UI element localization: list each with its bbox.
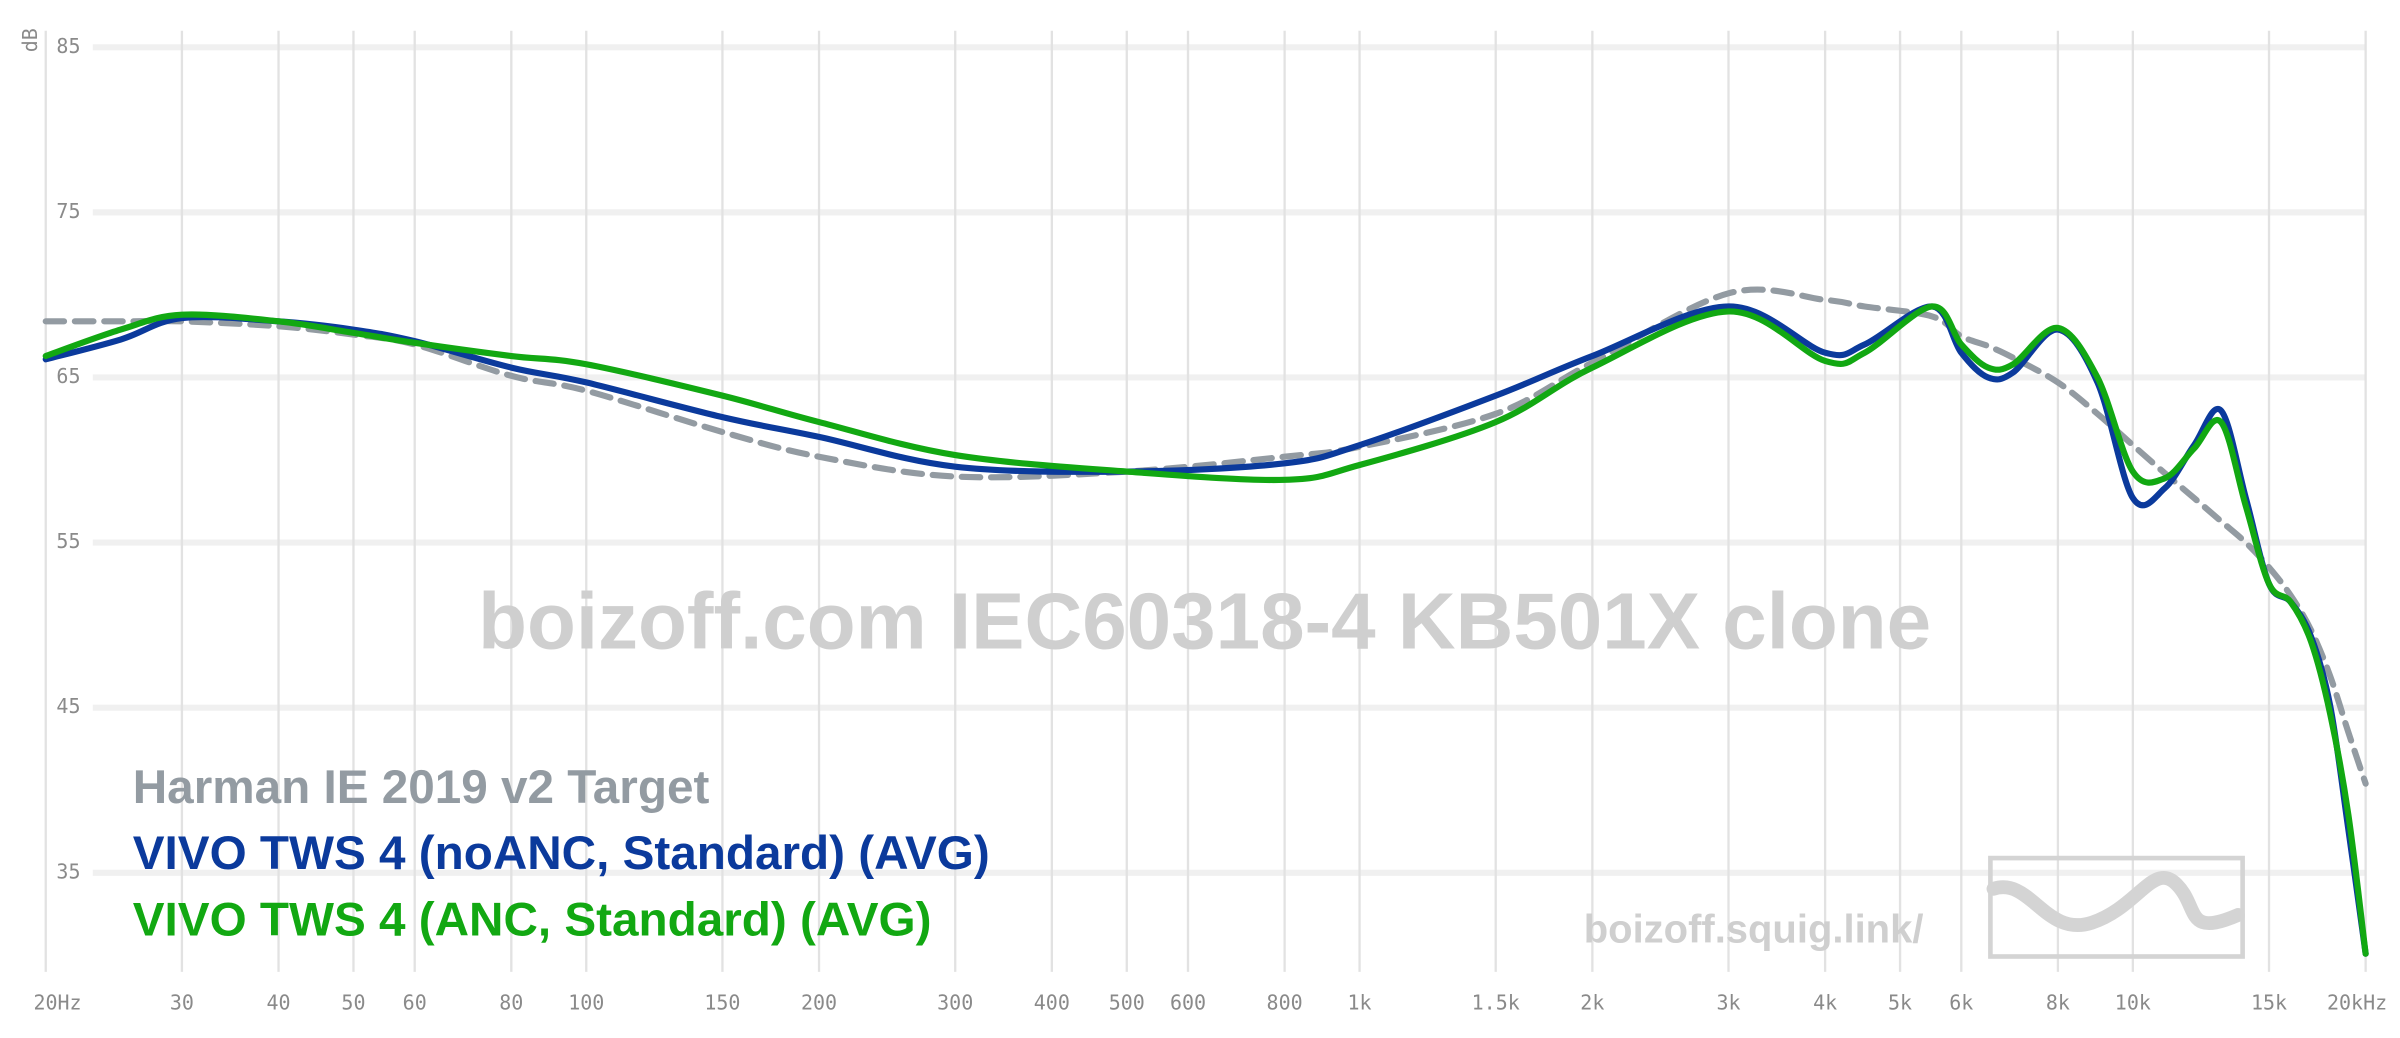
x-tick-label: 15k (2251, 991, 2287, 1015)
curves (42, 286, 2369, 957)
y-tick-label: 45 (56, 694, 80, 718)
x-tick-label: 20kHz (2327, 991, 2387, 1015)
x-tick-label: 30 (170, 991, 194, 1015)
watermark-title: boizoff.com IEC60318-4 KB501X clone (478, 577, 1931, 666)
x-tick-label: 5k (1888, 991, 1912, 1015)
x-tick-label: 6k (1949, 991, 1973, 1015)
y-tick-label: 85 (56, 34, 80, 58)
x-tick-label: 80 (499, 991, 523, 1015)
x-tick-label: 200 (801, 991, 837, 1015)
logo (1986, 855, 2245, 959)
x-tick-label: 20Hz (33, 991, 81, 1015)
x-tick-label: 40 (266, 991, 290, 1015)
x-tick-label: 60 (403, 991, 427, 1015)
y-tick-label: 35 (56, 859, 80, 883)
x-tick-label: 500 (1109, 991, 1145, 1015)
y-tick-label: 55 (56, 529, 80, 553)
x-tick-label: 600 (1170, 991, 1206, 1015)
x-tick-label: 2k (1580, 991, 1604, 1015)
logo-box (1988, 855, 2245, 959)
legend-entry: Harman IE 2019 v2 Target (133, 761, 710, 814)
series-line (42, 286, 2369, 787)
x-tick-label: 300 (937, 991, 973, 1015)
legend-entry: VIVO TWS 4 (ANC, Standard) (AVG) (133, 893, 932, 946)
x-tick-label: 4k (1813, 991, 1837, 1015)
series-line (42, 303, 2369, 957)
x-tick-label: 50 (341, 991, 365, 1015)
x-tick-label: 100 (568, 991, 604, 1015)
x-tick-label: 3k (1716, 991, 1740, 1015)
x-tick-label: 10k (2115, 991, 2151, 1015)
x-tick-label: 400 (1034, 991, 1070, 1015)
logo-wave (1986, 871, 2245, 932)
legend: Harman IE 2019 v2 Target VIVO TWS 4 (noAN… (133, 761, 990, 946)
x-tick-label: 150 (704, 991, 740, 1015)
y-tick-label: 75 (56, 199, 80, 223)
x-tick-label: 800 (1267, 991, 1303, 1015)
grid: 35 45 55 65 75 85 20Hz 30 40 50 60 80 100 150 200 300 40… (33, 30, 2387, 1015)
legend-entry: VIVO TWS 4 (noANC, Standard) (AVG) (133, 827, 990, 880)
y-tick-label: 65 (56, 364, 80, 388)
watermark-url: boizoff.squig.link/ (1584, 907, 1924, 951)
x-tick-label: 1k (1348, 991, 1372, 1015)
y-axis-label: dB (18, 28, 42, 52)
x-tick-label: 8k (2046, 991, 2070, 1015)
x-tick-label: 1.5k (1472, 991, 1520, 1015)
